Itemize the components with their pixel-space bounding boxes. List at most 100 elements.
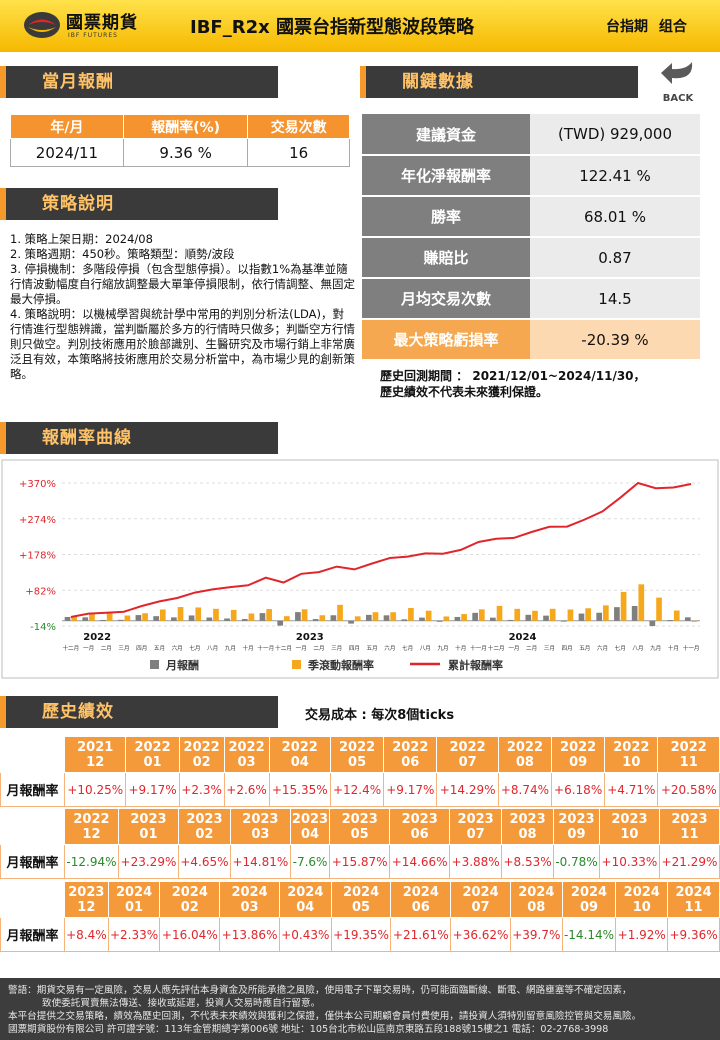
year-label: 2024 [509,632,537,643]
key-value: 122.41 % [530,155,700,197]
history-month: 08 [518,826,537,842]
x-tick-label: 三月 [118,645,129,652]
history-year: 2023 [242,811,279,827]
history-return-cell: +19.35% [330,917,392,952]
history-year: 2024 [115,884,153,900]
history-return-cell: +20.58% [657,772,720,807]
tag-type: 组合 [658,19,687,35]
y-tick-label: +178% [19,551,56,562]
history-return-cell: +8.74% [497,772,553,807]
strategy-line: 1. 策略上架日期：2024/08 [10,232,153,246]
history-month-header: 2022 12 [64,808,119,845]
back-arrow-icon [661,62,693,84]
x-tick-label: 七月 [189,644,200,652]
page-header: 國票期貨 IBF FUTURES IBF_R2x 國票台指新型態波段策略 台指期… [0,0,720,52]
x-tick-label: 十二月 [488,644,505,652]
x-tick-label: 四月 [561,645,572,652]
key-value: -20.39 % [530,319,700,361]
history-table: 2021 12 2022 01 2022 02 2022 03 2022 04 2022 05 2022… [0,736,720,807]
y-tick-label: -14% [30,622,56,633]
bar-quarterly-return [443,616,450,621]
bar-quarterly-return [354,616,361,621]
x-tick-label: 十月 [455,644,466,652]
backtest-note: 歷史回測期間 ： 2021/12/01~2024/11/30， 歷史績效不代表未… [380,368,646,400]
bar-monthly-return [330,615,337,621]
bar-quarterly-return [656,597,662,621]
x-tick-label: 三月 [544,645,555,652]
history-month-header: 2023 08 [501,808,555,845]
section-key-data: 關鍵數據 [360,66,638,98]
history-month-header: 2022 06 [383,736,438,773]
back-button[interactable]: BACK [654,58,702,106]
bar-quarterly-return [124,615,131,621]
history-year: 2022 [613,739,650,755]
history-year: 2023 [671,811,708,827]
history-month-header: 2024 06 [390,881,452,918]
cell-trades: 16 [247,138,350,167]
history-return-cell: +4.71% [604,772,659,807]
bar-monthly-return [100,619,106,621]
bar-quarterly-return [142,613,148,621]
history-month: 10 [622,754,641,770]
section-strategy: 策略說明 [0,188,278,220]
history-return-cell: +0.43% [278,917,332,952]
history-year: 2023 [68,884,105,900]
history-month-header: 2023 01 [117,808,179,845]
key-label: 建議資金 [362,114,530,156]
bar-monthly-return [560,620,567,622]
x-tick-label: 一月 [83,645,94,652]
bar-quarterly-return [585,608,591,621]
history-month-header: 2022 04 [268,736,331,773]
bar-quarterly-return [319,615,326,621]
x-tick-label: 十二月 [62,644,79,652]
legend-label-cumulative: 累計報酬率 [448,658,503,672]
bar-monthly-return [667,620,673,622]
history-month: 05 [352,899,371,915]
history-month: 09 [579,899,599,915]
history-row-label: 月報酬率 [0,844,65,879]
key-value: (TWD) 929,000 [530,114,700,156]
history-month: 11 [684,899,703,915]
history-month-header: 2023 09 [553,808,600,845]
history-year: 2024 [287,884,324,900]
bar-quarterly-return [496,605,503,621]
disclaimer-note: 歷史績效不代表未來獲利保證。 [380,385,549,399]
history-return-cell: +13.86% [219,917,280,952]
history-month: 05 [350,826,369,842]
history-return-cell: +15.87% [329,844,391,879]
bar-monthly-return [543,615,549,621]
x-tick-label: 十二月 [275,644,292,652]
history-month-header: 2022 09 [551,736,606,773]
history-year: 2022 [449,739,486,755]
bar-monthly-return [454,616,461,621]
history-year: 2022 [392,739,429,755]
bar-monthly-return [295,612,301,621]
bar-monthly-return [277,620,284,626]
history-return-cell: +12.4% [329,772,385,807]
history-month-header: 2023 10 [598,808,660,845]
history-return-cell: -0.78% [553,844,600,879]
legend-swatch-quarterly [292,660,301,669]
history-year: 2022 [338,739,376,755]
bar-quarterly-return [159,609,166,621]
bar-quarterly-return [691,620,698,622]
history-return-cell: +10.33% [598,844,660,879]
chart-frame [1,459,719,679]
cell-return: 9.36 % [122,138,249,167]
strategy-line: 2. 策略週期：450秒。策略類型：順勢/波段 [10,247,235,261]
history-year: 2024 [342,884,380,900]
history-return-cell: -7.6% [289,844,331,879]
history-month: 08 [527,899,546,915]
bar-quarterly-return [230,609,237,621]
key-label: 勝率 [362,196,530,238]
bar-quarterly-return [532,610,538,621]
header-tags: 台指期 组合 [600,16,687,36]
x-tick-label: 六月 [597,644,608,652]
history-month-header: 2024 07 [450,881,511,918]
history-month: 03 [251,826,270,842]
history-month: 12 [86,754,105,770]
history-month: 04 [290,754,309,770]
history-month-header: 2023 11 [658,808,720,845]
history-year: 2023 [457,811,494,827]
history-year: 2022 [560,739,597,755]
